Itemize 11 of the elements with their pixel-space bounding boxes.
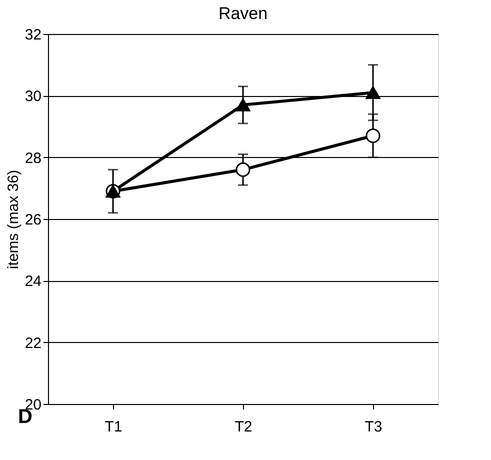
- y-tick-label: 22: [24, 334, 42, 352]
- x-tick-label: T3: [364, 418, 382, 436]
- y-tick-label: 32: [24, 26, 42, 44]
- y-tick-label: 26: [24, 212, 42, 228]
- y-tick-label: 24: [24, 273, 42, 290]
- y-tick-label: 30: [24, 88, 42, 106]
- y-tick-label: 28: [24, 150, 42, 167]
- x-tick-label: T2: [234, 418, 252, 436]
- y-axis-title: items (max 36): [4, 170, 22, 270]
- chart-title: Raven: [218, 4, 268, 23]
- x-tick-label: T1: [104, 418, 122, 436]
